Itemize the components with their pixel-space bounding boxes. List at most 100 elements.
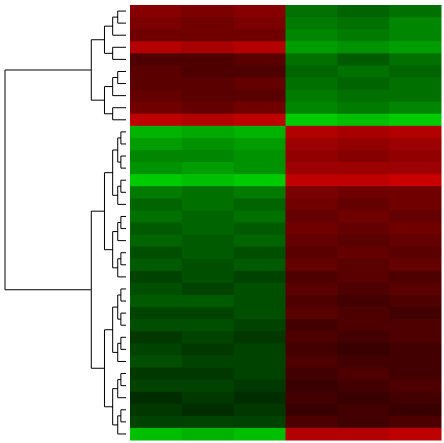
heatmap-cell: [181, 379, 235, 393]
heatmap-cell: [130, 186, 183, 199]
heatmap-cell: [337, 222, 390, 236]
heatmap-cell: [389, 307, 442, 320]
heatmap-cell: [233, 415, 286, 429]
heatmap-cell: [130, 41, 183, 54]
heatmap-cell: [233, 246, 286, 260]
heatmap-cell: [130, 77, 183, 91]
heatmap-cell: [233, 343, 286, 356]
heatmap-cell: [233, 391, 286, 405]
heatmap-cell: [130, 331, 183, 344]
heatmap-cell: [181, 331, 235, 344]
heatmap-cell: [233, 198, 286, 211]
heatmap-cell: [337, 331, 390, 344]
heatmap-cell: [233, 319, 286, 332]
heatmap-cell: [181, 367, 235, 381]
heatmap-cell: [389, 355, 442, 368]
heatmap-cell: [181, 174, 235, 187]
heatmap-cell: [337, 246, 390, 260]
heatmap-cell: [285, 198, 338, 211]
heatmap-cell: [233, 258, 286, 272]
heatmap-cell: [337, 234, 390, 248]
heatmap-cell: [389, 65, 442, 78]
heatmap-cell: [130, 391, 183, 405]
heatmap-cell: [337, 65, 390, 78]
heatmap-cell: [181, 125, 235, 139]
heatmap-cell: [181, 137, 235, 151]
heatmap-cell: [130, 29, 183, 42]
heatmap-cell: [233, 331, 286, 344]
heatmap-cell: [337, 198, 390, 211]
heatmap-cell: [130, 295, 183, 308]
heatmap-cell: [181, 427, 235, 441]
heatmap-cell: [130, 403, 183, 417]
heatmap-cell: [285, 89, 338, 103]
heatmap-cell: [389, 125, 442, 139]
heatmap-cell: [285, 331, 338, 344]
heatmap-cell: [337, 101, 390, 115]
heatmap-cell: [285, 246, 338, 260]
heatmap-cell: [389, 331, 442, 344]
heatmap-cell: [389, 391, 442, 405]
heatmap-cell: [130, 137, 183, 151]
heatmap-cell: [233, 89, 286, 103]
heatmap-cell: [285, 77, 338, 91]
heatmap-cell: [337, 343, 390, 356]
heatmap-cell: [130, 162, 183, 175]
heatmap-cell: [233, 162, 286, 175]
heatmap-cell: [233, 53, 286, 66]
heatmap-cell: [233, 65, 286, 78]
heatmap-cell: [233, 5, 286, 18]
heatmap-cell: [130, 234, 183, 248]
heatmap-cell: [285, 186, 338, 199]
heatmap-cell: [233, 403, 286, 417]
heatmap-cell: [233, 17, 286, 30]
heatmap-cell: [285, 53, 338, 66]
heatmap-cell: [337, 150, 390, 163]
heatmap-cell: [130, 307, 183, 320]
heatmap-cell: [337, 282, 390, 296]
heatmap-cell: [181, 101, 235, 115]
heatmap-cell: [181, 295, 235, 308]
heatmap-cell: [233, 41, 286, 54]
heatmap-cell: [130, 270, 183, 284]
heatmap-cell: [181, 29, 235, 42]
heatmap-cell: [181, 17, 235, 30]
heatmap-cell: [285, 65, 338, 78]
heatmap-cell: [285, 307, 338, 320]
heatmap-cell: [337, 403, 390, 417]
heatmap-cell: [285, 125, 338, 139]
heatmap-cell: [181, 222, 235, 236]
heatmap-cell: [389, 282, 442, 296]
heatmap-cell: [233, 234, 286, 248]
heatmap-cell: [285, 29, 338, 42]
heatmap-cell: [233, 77, 286, 91]
heatmap-cell: [285, 319, 338, 332]
heatmap-cell: [285, 415, 338, 429]
heatmap-cells: [130, 5, 442, 441]
heatmap-cell: [130, 5, 183, 18]
heatmap-cell: [130, 53, 183, 66]
heatmap-cell: [285, 17, 338, 30]
heatmap-cell: [389, 29, 442, 42]
heatmap-cell: [181, 403, 235, 417]
heatmap-cell: [285, 41, 338, 54]
heatmap-cell: [337, 17, 390, 30]
heatmap-cell: [233, 174, 286, 187]
heatmap-cell: [130, 379, 183, 393]
heatmap-cell: [130, 343, 183, 356]
heatmap-cell: [389, 270, 442, 284]
heatmap-cell: [337, 53, 390, 66]
heatmap-cell: [130, 198, 183, 211]
heatmap-cell: [389, 162, 442, 175]
heatmap-cell: [130, 282, 183, 296]
heatmap-cell: [285, 5, 338, 18]
heatmap-cell: [233, 186, 286, 199]
heatmap-cell: [337, 174, 390, 187]
heatmap-cell: [285, 295, 338, 308]
heatmap-cell: [337, 355, 390, 368]
heatmap-cell: [285, 282, 338, 296]
heatmap-cell: [130, 415, 183, 429]
heatmap-cell: [130, 174, 183, 187]
heatmap-cell: [389, 367, 442, 381]
heatmap-cell: [337, 270, 390, 284]
